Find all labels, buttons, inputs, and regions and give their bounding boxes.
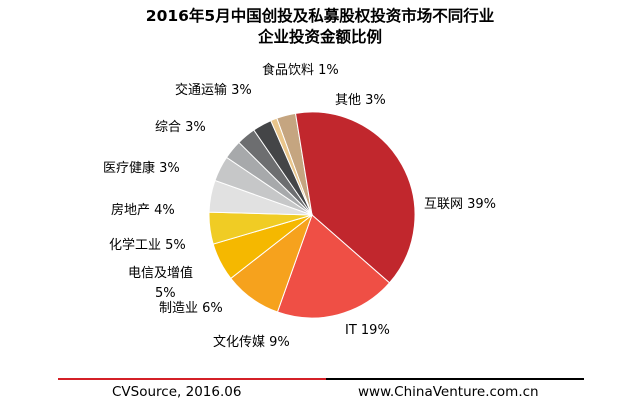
footer-website: www.ChinaVenture.com.cn	[358, 384, 539, 400]
chart-title-line1: 2016年5月中国创投及私募股权投资市场不同行业	[145, 7, 495, 25]
chart-title-line2: 企业投资金额比例	[257, 28, 382, 46]
slice-label-12: 其他 3%	[335, 93, 386, 108]
slice-label-7: 房地产 4%	[111, 202, 175, 218]
pie-slice-1	[276, 214, 391, 319]
slice-label-8: 医疗健康 3%	[103, 160, 180, 176]
slice-label-9: 综合 3%	[155, 120, 206, 135]
pie-slice-0	[294, 111, 416, 284]
slice-label-11: 食品饮料 1%	[262, 62, 339, 78]
slice-label-3: 制造业 6%	[159, 301, 223, 316]
slice-label-2: 文化传媒 9%	[213, 335, 290, 350]
footer-divider-black	[326, 378, 584, 380]
slice-label-0: 互联网 39%	[424, 197, 496, 212]
slice-label-6: 化学工业 5%	[109, 237, 186, 253]
slice-label-5: 5%	[155, 286, 176, 301]
slice-label-10: 交通运输 3%	[175, 82, 252, 98]
slice-label-1: IT 19%	[345, 323, 390, 338]
footer-divider-red	[58, 378, 326, 380]
pie-slice-10	[270, 117, 313, 216]
footer-source: CVSource, 2016.06	[112, 384, 242, 400]
slice-label-4: 电信及增值	[128, 265, 193, 281]
chart-title: 2016年5月中国创投及私募股权投资市场不同行业 企业投资金额比例	[0, 6, 640, 48]
